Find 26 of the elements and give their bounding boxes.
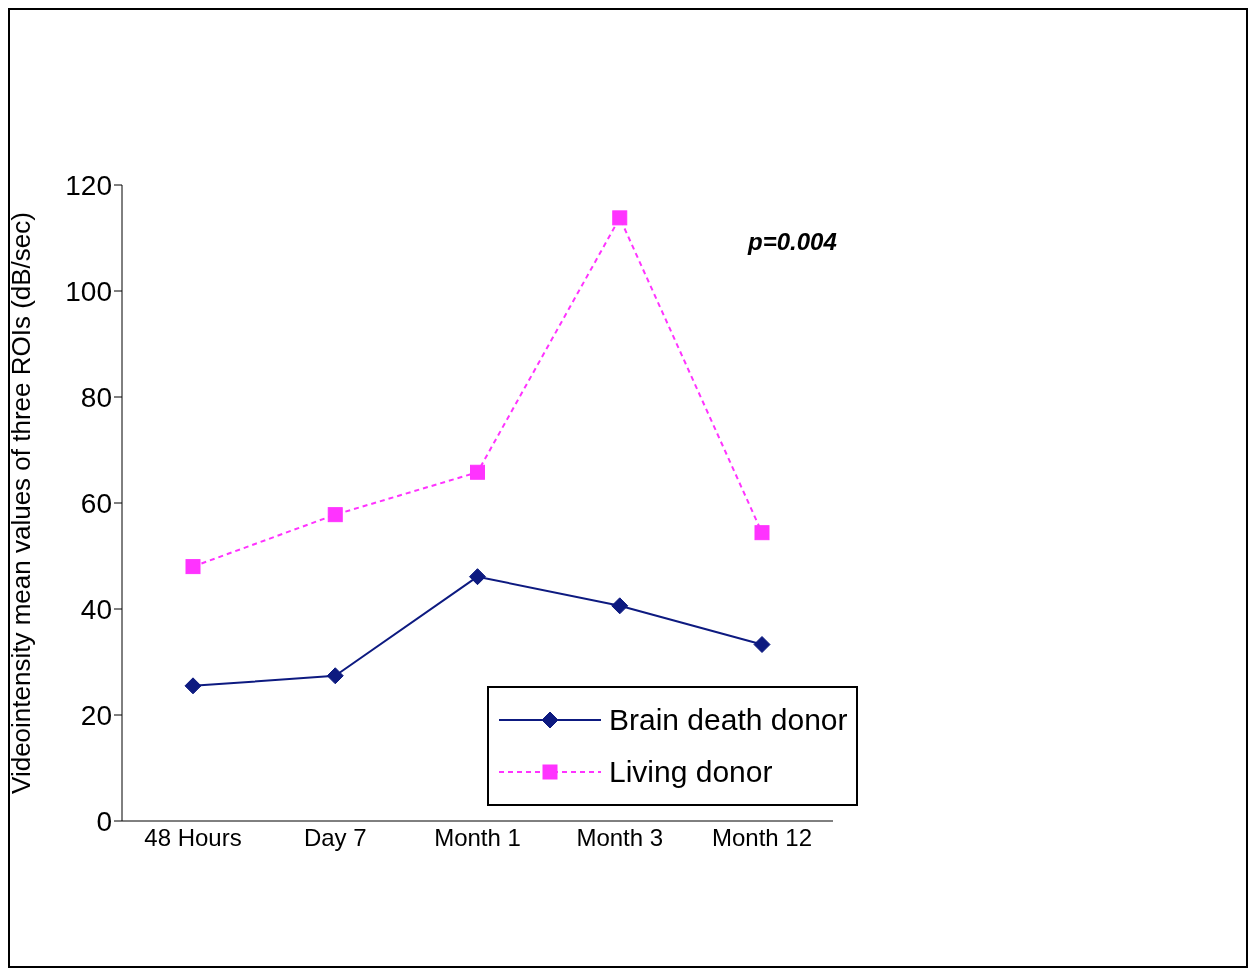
x-tick-label: Month 12: [711, 824, 813, 852]
y-tick-label: 60: [80, 487, 112, 519]
x-tick-label: Month 1: [434, 824, 521, 852]
x-tick-label: Month 3: [576, 824, 664, 852]
x-tick-label: 48 Hours: [144, 824, 242, 852]
point: [753, 636, 771, 654]
legend-label: Living donor: [609, 755, 773, 789]
y-tick-label: 80: [80, 381, 112, 413]
point: [470, 464, 485, 480]
point: [184, 677, 202, 695]
y-tick-label: 40: [80, 593, 112, 625]
point: [185, 559, 201, 575]
point: [754, 525, 770, 541]
point: [326, 667, 344, 685]
point: [612, 210, 628, 226]
y-tick-label: 120: [65, 169, 112, 201]
y-tick-label: 100: [65, 275, 112, 307]
y-tick-label: 20: [80, 699, 112, 731]
x-tick-label: Day 7: [303, 824, 367, 852]
y-axis-title: Videointensity mean values of three ROIs (dB/sec): [6, 212, 37, 794]
point: [469, 568, 486, 586]
point: [327, 507, 343, 523]
y-tick-label: 0: [96, 805, 112, 837]
annotation: p=0.004: [748, 228, 837, 256]
point: [611, 597, 629, 615]
legend-label: Brain death donor: [609, 703, 848, 737]
